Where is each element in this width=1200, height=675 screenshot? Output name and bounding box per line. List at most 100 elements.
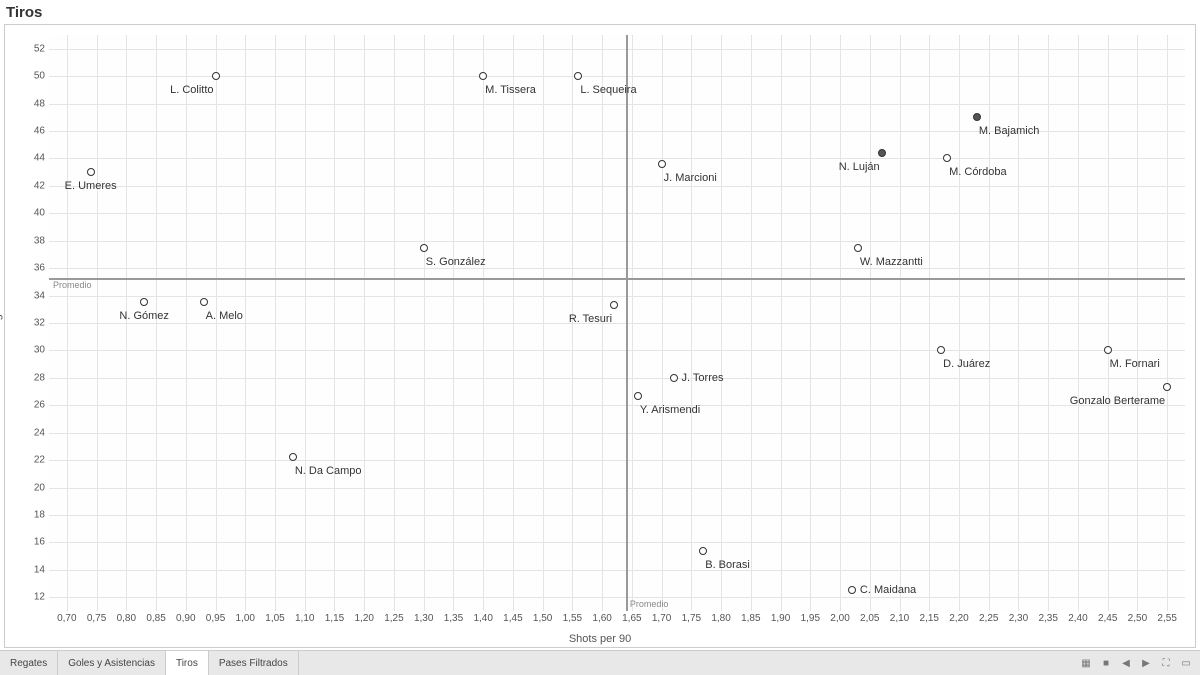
x-tick: 1,15 <box>325 611 344 624</box>
data-point-label: S. González <box>426 256 486 268</box>
x-tick: 1,70 <box>652 611 671 624</box>
x-tick: 2,20 <box>949 611 968 624</box>
y-tick: 18 <box>34 509 49 520</box>
footer-tools: ▦ ■ ◀ ▶ ⛶ ▭ <box>1072 651 1200 675</box>
gridline-horizontal <box>49 268 1185 269</box>
x-tick: 1,75 <box>682 611 701 624</box>
data-point[interactable] <box>670 374 678 382</box>
y-tick: 50 <box>34 71 49 82</box>
fullscreen-icon[interactable]: ⛶ <box>1160 657 1172 669</box>
data-point[interactable] <box>848 586 856 594</box>
data-point[interactable] <box>574 72 582 80</box>
data-point[interactable] <box>699 547 707 555</box>
data-point-label: M. Tissera <box>485 84 536 96</box>
fill-icon[interactable]: ■ <box>1100 657 1112 669</box>
data-point[interactable] <box>658 160 666 168</box>
y-tick: 16 <box>34 537 49 548</box>
x-tick: 2,30 <box>1009 611 1028 624</box>
avg-line-horizontal <box>49 278 1185 280</box>
x-tick: 2,35 <box>1038 611 1057 624</box>
present-icon[interactable]: ▭ <box>1180 657 1192 669</box>
sheet-tab[interactable]: Regates <box>0 651 58 675</box>
y-tick: 24 <box>34 427 49 438</box>
data-point[interactable] <box>973 113 981 121</box>
data-point[interactable] <box>878 149 886 157</box>
gridline-horizontal <box>49 405 1185 406</box>
y-tick: 34 <box>34 290 49 301</box>
data-point[interactable] <box>854 244 862 252</box>
x-tick: 1,25 <box>384 611 403 624</box>
sheet-tab[interactable]: Pases Filtrados <box>209 651 299 675</box>
y-tick: 28 <box>34 372 49 383</box>
data-point-label: A. Melo <box>206 310 243 322</box>
x-tick: 1,90 <box>771 611 790 624</box>
x-tick: 1,65 <box>622 611 641 624</box>
y-tick: 32 <box>34 318 49 329</box>
x-tick: 2,55 <box>1157 611 1176 624</box>
gridline-horizontal <box>49 488 1185 489</box>
next-icon[interactable]: ▶ <box>1140 657 1152 669</box>
x-tick: 1,45 <box>503 611 522 624</box>
gridline-horizontal <box>49 378 1185 379</box>
data-point[interactable] <box>87 168 95 176</box>
data-point-label: N. Luján <box>839 161 880 173</box>
data-point[interactable] <box>140 298 148 306</box>
gridline-horizontal <box>49 515 1185 516</box>
y-tick: 38 <box>34 235 49 246</box>
avg-line-vertical <box>626 35 628 611</box>
x-tick: 2,40 <box>1068 611 1087 624</box>
x-tick: 1,20 <box>354 611 373 624</box>
y-tick: 30 <box>34 345 49 356</box>
x-tick: 2,25 <box>979 611 998 624</box>
x-tick: 1,95 <box>801 611 820 624</box>
data-point[interactable] <box>937 346 945 354</box>
gridline-horizontal <box>49 296 1185 297</box>
data-point[interactable] <box>200 298 208 306</box>
y-tick: 52 <box>34 43 49 54</box>
data-point[interactable] <box>1104 346 1112 354</box>
data-point[interactable] <box>610 301 618 309</box>
sheet-tab[interactable]: Tiros <box>166 651 209 675</box>
gridline-horizontal <box>49 323 1185 324</box>
y-axis-title: Shots on target % <box>0 292 3 379</box>
data-point-label: L. Colitto <box>170 84 213 96</box>
x-tick: 1,85 <box>741 611 760 624</box>
x-tick: 2,10 <box>890 611 909 624</box>
data-point-label: L. Sequeira <box>580 84 636 96</box>
data-point[interactable] <box>289 453 297 461</box>
x-tick: 1,30 <box>414 611 433 624</box>
avg-label-x: Promedio <box>630 599 669 609</box>
plot-wrap: Shots on target % 0,700,750,800,850,900,… <box>4 24 1196 648</box>
y-tick: 20 <box>34 482 49 493</box>
x-tick: 1,55 <box>563 611 582 624</box>
grid-icon[interactable]: ▦ <box>1080 657 1092 669</box>
x-tick: 0,85 <box>146 611 165 624</box>
x-tick: 1,05 <box>265 611 284 624</box>
data-point[interactable] <box>634 392 642 400</box>
data-point[interactable] <box>479 72 487 80</box>
gridline-horizontal <box>49 213 1185 214</box>
sheet-tab[interactable]: Goles y Asistencias <box>58 651 166 675</box>
y-tick: 40 <box>34 208 49 219</box>
gridline-horizontal <box>49 186 1185 187</box>
sheet-tabs: RegatesGoles y AsistenciasTirosPases Fil… <box>0 651 299 675</box>
y-tick: 44 <box>34 153 49 164</box>
gridline-horizontal <box>49 131 1185 132</box>
x-tick: 1,50 <box>533 611 552 624</box>
x-tick: 2,05 <box>860 611 879 624</box>
prev-icon[interactable]: ◀ <box>1120 657 1132 669</box>
data-point-label: B. Borasi <box>705 559 750 571</box>
data-point-label: J. Marcioni <box>664 172 717 184</box>
data-point[interactable] <box>420 244 428 252</box>
data-point-label: C. Maidana <box>860 584 916 596</box>
viz-root: Tiros Shots on target % 0,700,750,800,85… <box>0 0 1200 675</box>
chart-title: Tiros <box>6 4 42 21</box>
data-point[interactable] <box>943 154 951 162</box>
gridline-horizontal <box>49 158 1185 159</box>
data-point[interactable] <box>212 72 220 80</box>
x-tick: 0,95 <box>206 611 225 624</box>
footer-spacer <box>299 651 1072 675</box>
y-tick: 46 <box>34 126 49 137</box>
y-tick: 48 <box>34 98 49 109</box>
data-point[interactable] <box>1163 383 1171 391</box>
